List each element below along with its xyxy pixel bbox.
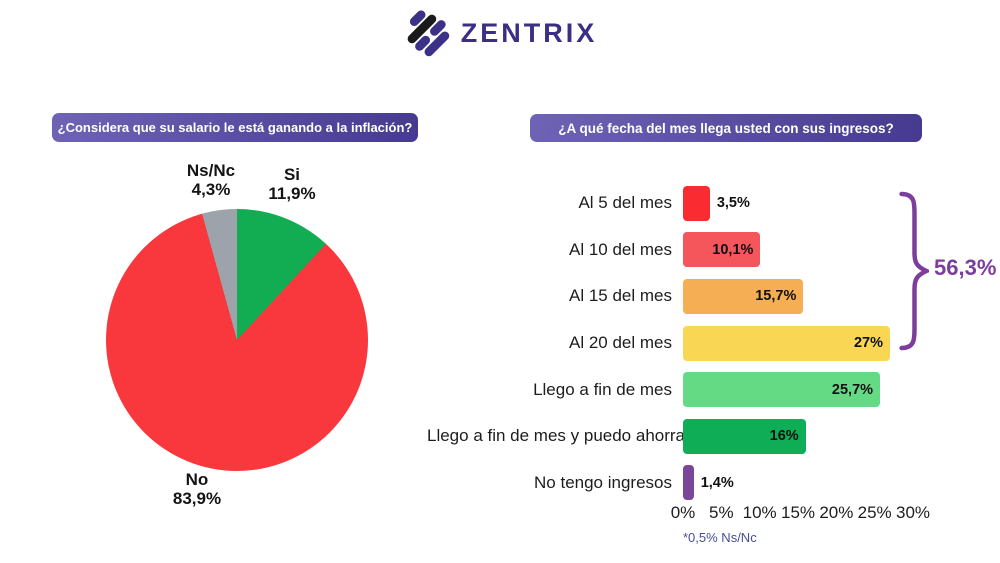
bar-category-label: Al 15 del mes (569, 286, 672, 306)
pie-slice-name: Si (283, 165, 301, 184)
zentrix-logo-icon (407, 10, 449, 57)
bar-value-label: 10,1% (712, 241, 754, 258)
bar-row: Al 20 del mes 27% (427, 320, 939, 367)
bar-category-label: Al 20 del mes (569, 333, 672, 353)
bar: 16% (683, 418, 806, 454)
bar-rows: Al 5 del mes 3,5% Al 10 del mes 10,1% Al 15 … (427, 180, 939, 506)
pie-label-si: Si 11,9% (237, 165, 347, 203)
logo: ZENTRIX (0, 8, 1000, 58)
x-tick: 10% (742, 503, 777, 522)
bar-value-label: 16% (769, 428, 799, 445)
bar-value-label: 3,5% (716, 195, 750, 212)
pie-chart-title: ¿Considera que su salario le está ganand… (52, 113, 418, 142)
pie-slice-value: 83,9% (172, 488, 222, 508)
bar-track: 10,1% (683, 232, 913, 268)
bar-category-label: No tengo ingresos (534, 472, 672, 492)
pie-chart (106, 209, 368, 471)
bar-row: Al 5 del mes 3,5% (427, 180, 939, 227)
x-tick: 5% (709, 503, 734, 522)
bar-value-label: 1,4% (700, 474, 734, 491)
bar-row: Al 15 del mes 15,7% (427, 273, 939, 320)
bar: 25,7% (683, 372, 881, 408)
bar: 3,5% (683, 185, 750, 221)
x-tick: 20% (819, 503, 854, 522)
bar-value-label: 15,7% (755, 288, 797, 305)
bar-row: Al 10 del mes 10,1% (427, 227, 939, 274)
pie-slice-name: Ns/Nc (186, 161, 236, 180)
bar-row: No tengo ingresos 1,4% (427, 460, 939, 507)
footnote: *0,5% Ns/Nc (683, 530, 757, 545)
bar: 27% (683, 325, 890, 361)
bar-track: 27% (683, 325, 913, 361)
pie-slice-value: 11,9% (268, 183, 316, 203)
pie-label-nsnc: Ns/Nc 4,3% (156, 161, 266, 199)
bar-track: 25,7% (683, 372, 913, 408)
brace-icon (899, 191, 929, 351)
bar-track: 15,7% (683, 278, 913, 314)
bar: 1,4% (683, 465, 734, 501)
bar-row: Llego a fin de mes 25,7% (427, 366, 939, 413)
x-tick: 30% (895, 503, 931, 522)
x-axis: 0% 5% 10% 15% 20% 25% 30% (671, 503, 930, 525)
bar-chart-title: ¿A qué fecha del mes llega usted con sus… (530, 114, 922, 142)
bar-track: 16% (683, 418, 913, 454)
bar-value-label: 27% (853, 335, 883, 352)
brace-sum-label: 56,3% (934, 255, 997, 280)
bar-category-label: Llego a fin de mes (533, 379, 672, 399)
bar-track: 3,5% (683, 185, 913, 221)
pie-slice-name: No (185, 470, 209, 489)
bar-category-label: Al 10 del mes (569, 239, 672, 259)
bar: 10,1% (683, 232, 761, 268)
bar-value-label: 25,7% (831, 381, 874, 398)
pie-slice-value: 4,3% (191, 179, 231, 199)
x-tick: 15% (780, 503, 816, 522)
pie-label-no: No 83,9% (142, 470, 252, 508)
bar-row: Llego a fin de mes y puedo ahorrar 16% (427, 413, 939, 460)
bar-track: 1,4% (683, 465, 913, 501)
bar-category-label: Al 5 del mes (578, 193, 672, 213)
logo-text: ZENTRIX (460, 17, 598, 48)
x-tick: 25% (857, 503, 892, 522)
bar-category-label: Llego a fin de mes y puedo ahorrar (427, 426, 691, 446)
bar: 15,7% (683, 278, 804, 314)
x-tick: 0% (670, 503, 696, 522)
